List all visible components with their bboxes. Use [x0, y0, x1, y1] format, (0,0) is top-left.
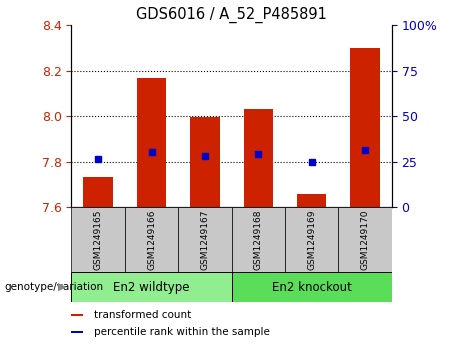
Bar	[71, 272, 231, 302]
Bar	[71, 314, 83, 316]
Text: GSM1249170: GSM1249170	[361, 209, 370, 270]
Bar	[83, 178, 113, 207]
Text: GSM1249166: GSM1249166	[147, 209, 156, 270]
Bar	[71, 207, 125, 272]
Text: GSM1249169: GSM1249169	[307, 209, 316, 270]
Text: genotype/variation: genotype/variation	[5, 282, 104, 292]
Text: GSM1249167: GSM1249167	[201, 209, 209, 270]
Text: GSM1249168: GSM1249168	[254, 209, 263, 270]
Bar	[244, 109, 273, 207]
Bar	[178, 207, 231, 272]
Text: ▶: ▶	[59, 282, 67, 292]
Bar	[338, 207, 392, 272]
Bar	[190, 117, 219, 207]
Bar	[285, 207, 338, 272]
Text: transformed count: transformed count	[94, 310, 191, 320]
Bar	[231, 207, 285, 272]
Text: percentile rank within the sample: percentile rank within the sample	[94, 327, 270, 337]
Text: En2 wildtype: En2 wildtype	[113, 281, 190, 294]
Title: GDS6016 / A_52_P485891: GDS6016 / A_52_P485891	[136, 7, 327, 23]
Bar	[231, 272, 392, 302]
Bar	[71, 331, 83, 333]
Bar	[350, 48, 380, 207]
Text: GSM1249165: GSM1249165	[94, 209, 103, 270]
Bar	[137, 78, 166, 207]
Text: En2 knockout: En2 knockout	[272, 281, 352, 294]
Bar	[125, 207, 178, 272]
Bar	[297, 195, 326, 207]
